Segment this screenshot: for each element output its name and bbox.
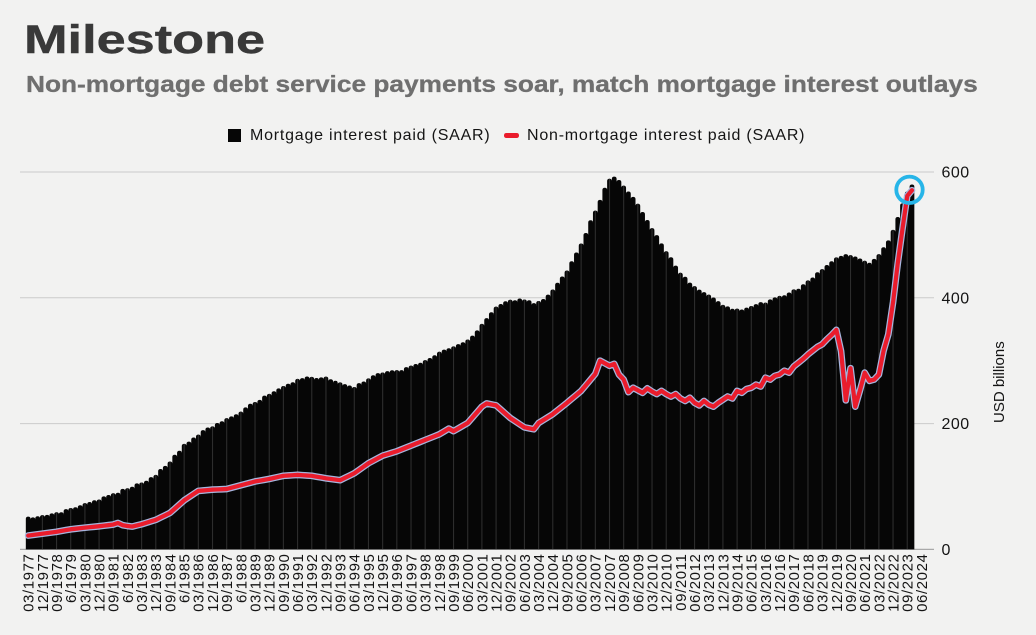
svg-text:12/1977: 12/1977 xyxy=(35,554,52,612)
svg-text:12/2019: 12/2019 xyxy=(829,554,846,612)
svg-text:12/1983: 12/1983 xyxy=(148,554,165,612)
svg-text:12/1992: 12/1992 xyxy=(318,554,335,612)
svg-text:03/1992: 03/1992 xyxy=(304,554,321,612)
svg-text:06/2009: 06/2009 xyxy=(630,554,647,612)
svg-text:09/1996: 09/1996 xyxy=(389,554,406,612)
svg-text:12/1980: 12/1980 xyxy=(91,554,108,612)
svg-text:09/2014: 09/2014 xyxy=(730,554,747,612)
svg-text:09/1987: 09/1987 xyxy=(219,554,236,612)
svg-text:09/1981: 09/1981 xyxy=(106,554,123,612)
svg-text:06/2012: 06/2012 xyxy=(687,554,704,612)
svg-text:09/1990: 09/1990 xyxy=(276,554,293,612)
svg-text:12/2007: 12/2007 xyxy=(602,554,619,612)
svg-text:12/1986: 12/1986 xyxy=(205,554,222,612)
svg-text:USD billions: USD billions xyxy=(991,341,1008,423)
svg-text:03/2010: 03/2010 xyxy=(644,554,661,612)
svg-text:06/2006: 06/2006 xyxy=(574,554,591,612)
svg-text:6/1982: 6/1982 xyxy=(120,554,137,603)
svg-text:09/1993: 09/1993 xyxy=(333,554,350,612)
svg-text:03/2004: 03/2004 xyxy=(531,554,548,612)
svg-text:09/2002: 09/2002 xyxy=(503,554,520,612)
svg-text:200: 200 xyxy=(942,416,970,433)
svg-text:12/1989: 12/1989 xyxy=(262,554,279,612)
svg-text:06/2000: 06/2000 xyxy=(460,554,477,612)
svg-text:12/2016: 12/2016 xyxy=(772,554,789,612)
svg-text:600: 600 xyxy=(942,165,970,182)
svg-text:06/2024: 06/2024 xyxy=(914,554,931,612)
svg-text:03/1980: 03/1980 xyxy=(77,554,94,612)
svg-text:03/2001: 03/2001 xyxy=(474,554,491,612)
svg-text:06/2003: 06/2003 xyxy=(517,554,534,612)
svg-text:6/1988: 6/1988 xyxy=(233,554,250,603)
svg-text:03/1986: 03/1986 xyxy=(191,554,208,612)
svg-text:12/2010: 12/2010 xyxy=(659,554,676,612)
svg-text:09/1999: 09/1999 xyxy=(446,554,463,612)
svg-text:03/2019: 03/2019 xyxy=(815,554,832,612)
svg-text:03/1983: 03/1983 xyxy=(134,554,151,612)
svg-text:09/2017: 09/2017 xyxy=(786,554,803,612)
svg-text:12/2022: 12/2022 xyxy=(885,554,902,612)
svg-text:03/1998: 03/1998 xyxy=(418,554,435,612)
svg-text:06/1994: 06/1994 xyxy=(347,554,364,612)
svg-text:09/2011: 09/2011 xyxy=(673,554,690,611)
svg-text:400: 400 xyxy=(942,290,970,307)
svg-text:09/2023: 09/2023 xyxy=(900,554,917,612)
svg-text:06/2021: 06/2021 xyxy=(857,554,874,612)
svg-text:06/2015: 06/2015 xyxy=(744,554,761,612)
svg-text:06/2018: 06/2018 xyxy=(800,554,817,612)
svg-text:12/2001: 12/2001 xyxy=(488,554,505,612)
svg-text:09/2008: 09/2008 xyxy=(616,554,633,612)
svg-text:0: 0 xyxy=(942,542,951,559)
svg-text:12/1998: 12/1998 xyxy=(432,554,449,612)
svg-text:6/1979: 6/1979 xyxy=(63,554,80,603)
svg-text:03/2007: 03/2007 xyxy=(588,554,605,612)
svg-text:03/1989: 03/1989 xyxy=(247,554,264,612)
svg-text:12/1995: 12/1995 xyxy=(375,554,392,612)
svg-text:12/2013: 12/2013 xyxy=(715,554,732,612)
svg-text:09/1984: 09/1984 xyxy=(162,554,179,612)
svg-text:03/2016: 03/2016 xyxy=(758,554,775,612)
svg-text:03/1995: 03/1995 xyxy=(361,554,378,612)
svg-text:06/1991: 06/1991 xyxy=(290,554,307,612)
svg-text:6/1985: 6/1985 xyxy=(177,554,194,603)
svg-text:09/2005: 09/2005 xyxy=(559,554,576,612)
svg-text:09/1978: 09/1978 xyxy=(49,554,66,612)
svg-text:03/2013: 03/2013 xyxy=(701,554,718,612)
svg-text:03/1977: 03/1977 xyxy=(21,554,38,612)
svg-text:12/2004: 12/2004 xyxy=(545,554,562,612)
svg-text:06/1997: 06/1997 xyxy=(403,554,420,612)
svg-text:03/2022: 03/2022 xyxy=(871,554,888,612)
svg-text:09/2020: 09/2020 xyxy=(843,554,860,612)
